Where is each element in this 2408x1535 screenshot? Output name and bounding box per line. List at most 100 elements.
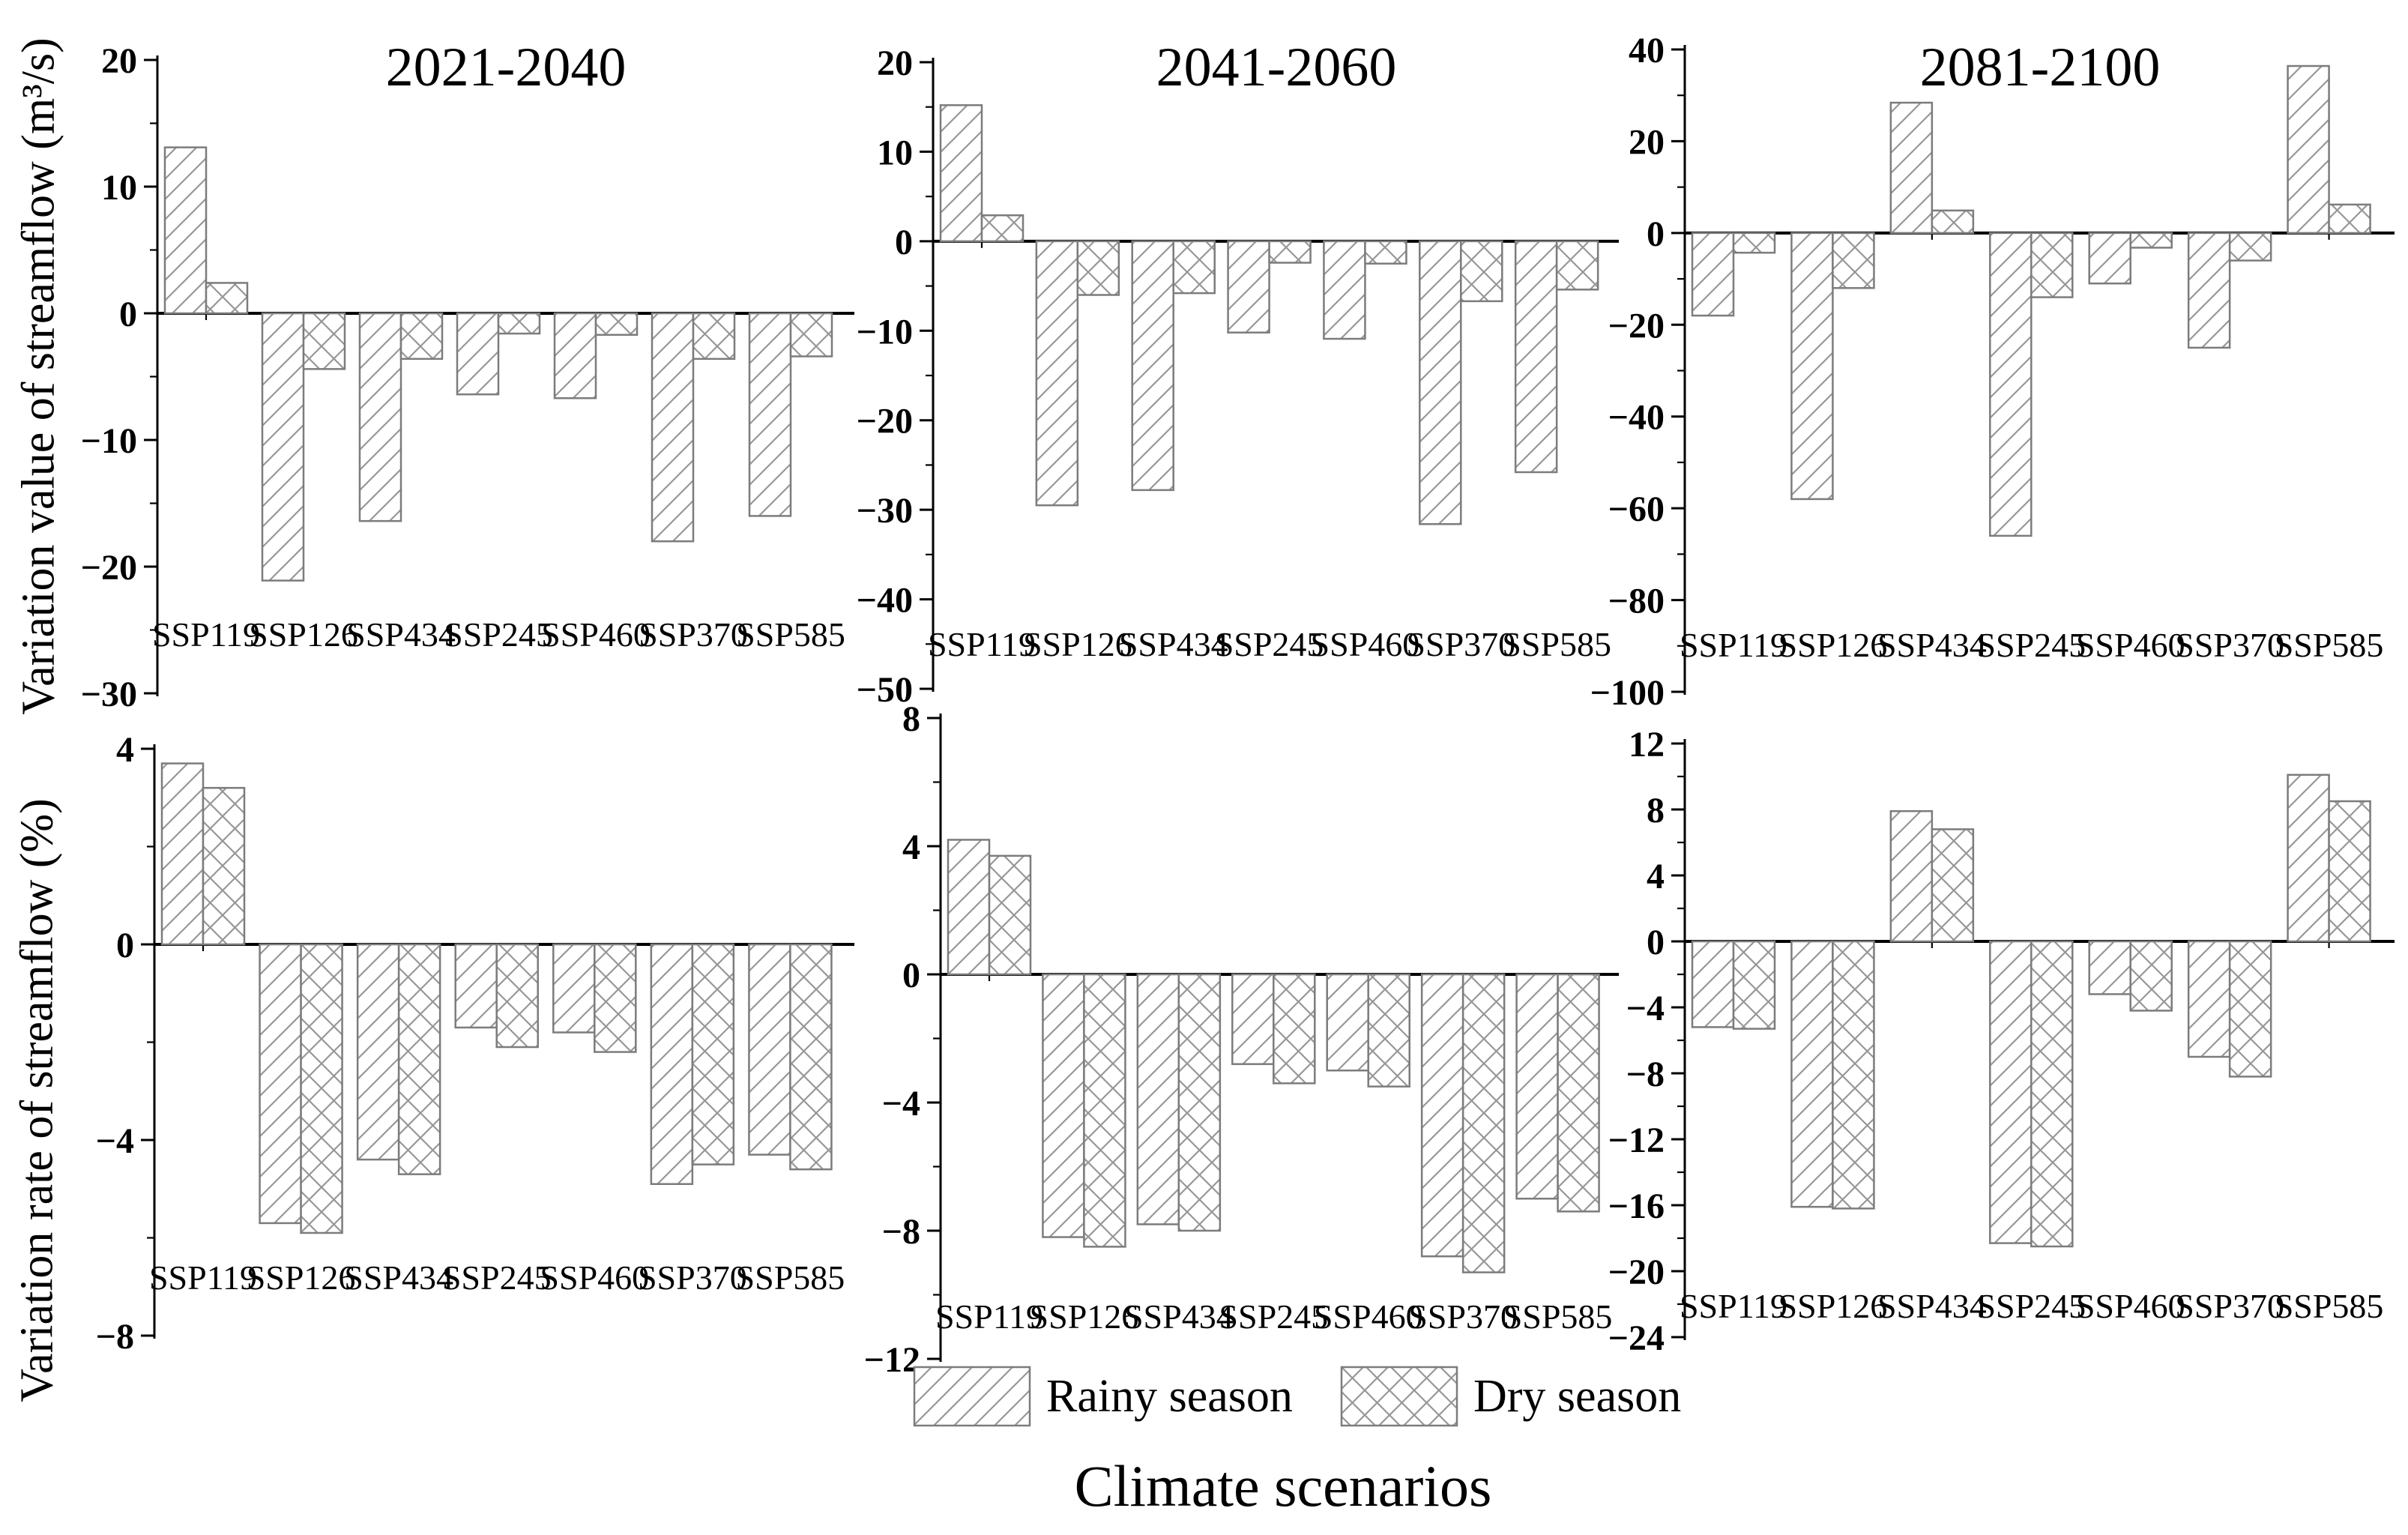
y-tick-label: −20 (857, 402, 913, 441)
y-tick-label: −24 (1608, 1318, 1665, 1358)
chart-value-2081-2100: 40200−20−40−60−80−100SSP119SSP126SSP434S… (1590, 31, 2395, 713)
category-label-SSP434: SSP434 (1877, 626, 1987, 664)
category-label-SSP245: SSP245 (442, 1258, 552, 1297)
bar-rainy-SSP460 (553, 312, 597, 399)
bar-dry-SSP460 (2129, 232, 2173, 249)
bar-dry-SSP585 (1555, 240, 1599, 291)
chart-rate-2021-2040: 4 0 −4 −8 SSP119SSP126SSP434SSP245SSP460SSP3… (96, 730, 854, 1357)
bar-dry-SSP460 (594, 943, 637, 1053)
bar-dry-SSP245 (497, 312, 541, 335)
y-tick-label: −30 (857, 491, 913, 531)
bar-rainy-SSP585 (2287, 773, 2330, 943)
category-label-SSP126: SSP126 (1023, 625, 1132, 663)
category-label-SSP245: SSP245 (1219, 1297, 1328, 1336)
bar-dry-SSP585 (2328, 203, 2371, 235)
y-tick-label: −12 (1608, 1121, 1665, 1160)
y-tick-label: −10 (857, 312, 913, 352)
y-tick-label: 0 (1647, 214, 1665, 254)
bar-rainy-SSP245 (1227, 240, 1270, 334)
category-label-SSP585: SSP585 (736, 1258, 845, 1297)
bar-rainy-SSP460 (2088, 232, 2131, 285)
panel-title-2081-2100: 2081-2100 (1919, 37, 2161, 98)
y-tick-label: −8 (96, 1317, 134, 1357)
bar-dry-SSP370 (691, 943, 735, 1165)
bar-dry-SSP126 (1083, 973, 1126, 1248)
bar-dry-SSP119 (1732, 940, 1776, 1030)
bar-rainy-SSP434 (1889, 809, 1934, 943)
category-label-SSP370: SSP370 (2175, 626, 2284, 664)
bar-rainy-SSP126 (1790, 940, 1834, 1208)
y-axis-title-variation-value: Variation value of streamflow (m³/s) (13, 37, 64, 715)
bar-rainy-SSP585 (748, 943, 791, 1156)
bar-rainy-SSP434 (358, 312, 402, 522)
bar-dry-SSP119 (205, 282, 249, 315)
bar-dry-SSP434 (1172, 240, 1216, 295)
y-tick-label: −40 (857, 581, 913, 621)
category-label-SSP370: SSP370 (2175, 1287, 2284, 1325)
category-label-SSP370: SSP370 (1408, 1297, 1518, 1336)
bar-rainy-SSP370 (1419, 240, 1462, 525)
bar-rainy-SSP119 (939, 104, 983, 243)
category-label-SSP585: SSP585 (2275, 626, 2384, 664)
category-label-SSP585: SSP585 (736, 615, 845, 654)
category-label-SSP119: SSP119 (152, 615, 260, 654)
category-label-SSP119: SSP119 (928, 625, 1036, 663)
chart-rate-2081-2100: 12840−4−8−12−16−20−24SSP119SSP126SSP434S… (1608, 725, 2395, 1358)
category-label-SSP126: SSP126 (247, 1258, 356, 1297)
bar-dry-SSP126 (1832, 232, 1875, 289)
y-tick-label: −80 (1608, 582, 1665, 621)
bar-rainy-SSP460 (552, 943, 596, 1034)
category-label-SSP585: SSP585 (2275, 1287, 2384, 1325)
bar-rainy-SSP245 (454, 943, 498, 1029)
bar-rainy-SSP245 (456, 312, 500, 396)
y-tick-label: −20 (81, 548, 137, 588)
bar-dry-SSP119 (980, 214, 1025, 243)
bar-rainy-SSP370 (2187, 232, 2231, 349)
bar-rainy-SSP585 (1515, 973, 1559, 1200)
y-tick-label: 0 (895, 223, 913, 262)
bar-dry-SSP370 (1460, 240, 1503, 303)
bar-rainy-SSP370 (1420, 973, 1464, 1258)
y-tick-label: −100 (1590, 673, 1665, 713)
category-label-SSP126: SSP126 (1030, 1297, 1139, 1336)
y-tick-label: 20 (877, 43, 913, 83)
y-tick-label: 4 (902, 827, 920, 867)
bar-rainy-SSP126 (1790, 232, 1834, 501)
y-tick-label: −4 (1626, 989, 1665, 1028)
bar-dry-SSP126 (1076, 240, 1120, 296)
category-label-SSP434: SSP434 (1119, 625, 1228, 663)
dry-season-swatch-icon (1340, 1366, 1458, 1427)
category-label-SSP434: SSP434 (346, 615, 456, 654)
bar-rainy-SSP370 (2187, 940, 2231, 1058)
bar-rainy-SSP126 (259, 943, 302, 1225)
bar-rainy-SSP119 (1691, 940, 1735, 1028)
bar-dry-SSP370 (2228, 232, 2272, 262)
bar-rainy-SSP119 (947, 839, 991, 976)
bar-dry-SSP119 (202, 786, 246, 946)
category-label-SSP460: SSP460 (2076, 1287, 2185, 1325)
category-label-SSP245: SSP245 (1976, 1287, 2086, 1325)
bar-rainy-SSP119 (1691, 232, 1735, 317)
bar-dry-SSP460 (1364, 240, 1407, 265)
bar-dry-SSP245 (2030, 940, 2074, 1248)
category-label-SSP126: SSP126 (1778, 1287, 1888, 1325)
legend-label-dry-season: Dry season (1473, 1371, 1682, 1422)
category-label-SSP460: SSP460 (540, 1258, 649, 1297)
bar-dry-SSP370 (1461, 973, 1506, 1273)
category-label-SSP585: SSP585 (1503, 1297, 1613, 1336)
y-tick-label: 40 (1629, 31, 1665, 70)
bar-dry-SSP126 (302, 312, 346, 370)
bar-rainy-SSP460 (2088, 940, 2131, 995)
bar-dry-SSP434 (399, 312, 444, 361)
bar-rainy-SSP434 (1136, 973, 1180, 1225)
bar-rainy-SSP370 (651, 312, 695, 543)
bar-dry-SSP585 (2328, 800, 2371, 943)
bar-rainy-SSP460 (1326, 973, 1369, 1072)
rainy-season-swatch-icon (913, 1366, 1031, 1427)
y-tick-label: 4 (1647, 857, 1665, 896)
y-tick-label: −12 (864, 1340, 920, 1380)
y-tick-label: 0 (119, 295, 137, 334)
y-tick-label: 12 (1629, 725, 1665, 765)
chart-value-2041-2060: 20100−10−20−30−40−50SSP119SSP126SSP434SS… (857, 43, 1619, 710)
category-label-SSP245: SSP245 (1976, 626, 2086, 664)
